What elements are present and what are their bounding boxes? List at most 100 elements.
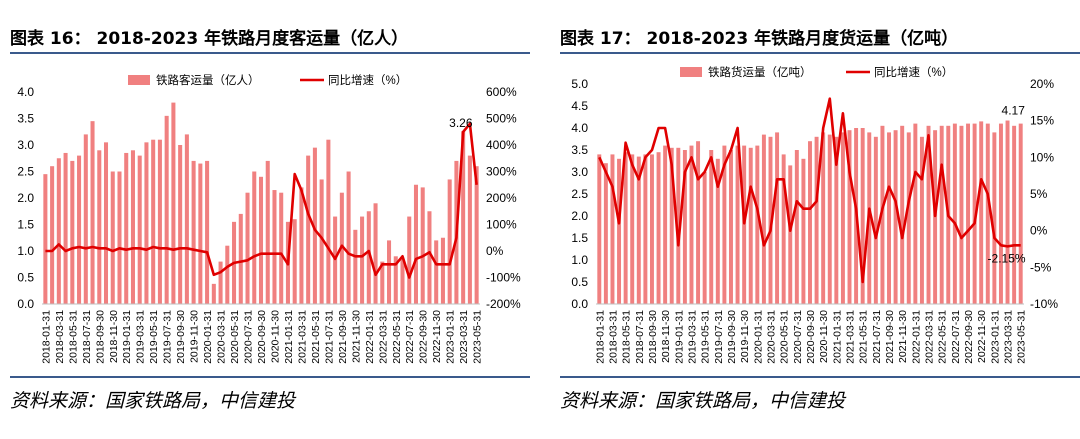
bar-0 [43,174,48,304]
bar-60 [992,132,997,304]
bar-48 [913,123,918,304]
bar-62 [461,131,466,304]
bar-27 [775,132,780,304]
legend-swatch-bar [128,75,150,85]
bar-13 [130,150,135,304]
bar-29 [238,213,243,304]
x-tick-label: 2018-09-30 [94,310,106,364]
bar-49 [919,136,924,304]
bar-35 [279,192,284,304]
x-tick-label: 2018-11-30 [660,310,672,363]
y-left-tick-label: 0.0 [571,297,588,311]
y-right-tick-label: 20% [1030,77,1054,91]
bar-19 [722,145,727,304]
x-tick-label: 2018-03-31 [54,310,66,364]
x-tick-label: 2018-11-30 [108,310,120,363]
x-tick-label: 2023-05-31 [472,310,484,364]
bar-42 [326,139,331,304]
x-tick-label: 2020-05-31 [229,310,241,364]
y-left-tick-label: 4.5 [571,99,588,113]
bar-2 [610,154,615,304]
x-tick-label: 2022-09-30 [963,310,975,364]
x-tick-label: 2019-03-31 [135,310,147,364]
bar-58 [434,240,439,304]
y-left-tick-label: 2.5 [17,165,34,179]
x-tick-label: 2020-11-30 [818,310,830,363]
bar-1 [50,166,55,304]
bar-7 [643,154,648,304]
bar-17 [157,139,162,304]
bar-46 [353,229,358,304]
bar-38 [299,187,304,304]
bar-49 [373,203,378,304]
bar-43 [880,125,885,304]
x-tick-label: 2022-11-30 [976,310,988,363]
bar-6 [636,156,641,304]
bar-1 [603,163,608,304]
bar-59 [440,237,445,304]
bar-25 [761,134,766,304]
x-tick-label: 2021-03-31 [845,310,857,364]
source-note: 资料来源：国家铁路局，中信建投 [560,390,846,412]
bar-36 [834,136,839,304]
bar-55 [959,125,964,304]
bar-25 [211,283,216,304]
title-rule [560,52,1080,54]
bar-30 [794,150,799,304]
bar-20 [178,145,183,304]
x-tick-label: 2020-09-30 [805,310,817,364]
bar-29 [788,165,793,304]
bar-38 [847,130,852,304]
x-tick-label: 2021-11-30 [350,310,362,363]
bar-37 [292,219,297,304]
y-left-tick-label: 4.0 [17,85,34,99]
bar-54 [952,123,957,304]
bar-34 [821,132,826,304]
bar-18 [164,115,169,304]
bar-4 [70,160,75,304]
bar-30 [245,192,250,304]
y-left-tick-label: 2.0 [571,209,588,223]
x-tick-label: 2018-05-31 [67,310,79,364]
y-left-tick-label: 3.5 [571,143,588,157]
y-left-tick-label: 3.0 [17,138,34,152]
x-tick-label: 2021-07-31 [323,310,335,364]
bar-40 [312,147,317,304]
x-tick-label: 2020-01-31 [202,310,214,364]
bar-37 [840,132,845,304]
chart-panel-passenger: 图表 16： 2018-2023 年铁路月度客运量（亿人） 0.0 0.5 1.0 1… [0,0,530,439]
x-tick-label: 2018-09-30 [647,310,659,364]
bar-52 [939,125,944,304]
x-tick-label: 2021-03-31 [296,310,308,364]
growth-line [598,97,1021,284]
passenger-volume-chart: 0.0 0.5 1.0 1.5 2.0 2.5 3.0 3.5 4.0 -200% -100% 0% 1… [17,73,521,364]
source-rule [560,376,1080,378]
bar-23 [748,147,753,304]
bar-15 [696,141,701,304]
bar-9 [103,142,109,304]
bar-62 [1005,120,1010,304]
x-tick-label: 2022-03-31 [924,310,936,364]
x-tick-label: 2019-07-31 [162,310,174,364]
bar-12 [676,147,681,304]
y-right-tick-label: 500% [486,112,517,126]
bar-58 [979,121,984,305]
y-right-tick-label: 300% [486,165,517,179]
bar-5 [77,155,82,304]
chart-title: 图表 17： 2018-2023 年铁路月度货运量（亿吨） [560,29,959,49]
x-tick-label: 2020-03-31 [216,310,228,364]
bar-23 [198,163,203,304]
source-rule [10,376,530,378]
x-tick-label: 2019-05-31 [148,310,160,364]
bar-64 [1018,123,1023,304]
x-tick-label: 2020-03-31 [766,310,778,364]
x-tick-label: 2022-11-30 [431,310,443,363]
x-tick-label: 2023-05-31 [1016,310,1028,364]
bar-6 [83,134,88,304]
bar-17 [709,150,714,304]
bar-32 [258,176,264,304]
bar-16 [702,172,707,304]
x-tick-label: 2023-03-31 [458,310,470,364]
x-tick-label: 2021-01-31 [831,310,843,364]
bar-45 [893,130,898,304]
